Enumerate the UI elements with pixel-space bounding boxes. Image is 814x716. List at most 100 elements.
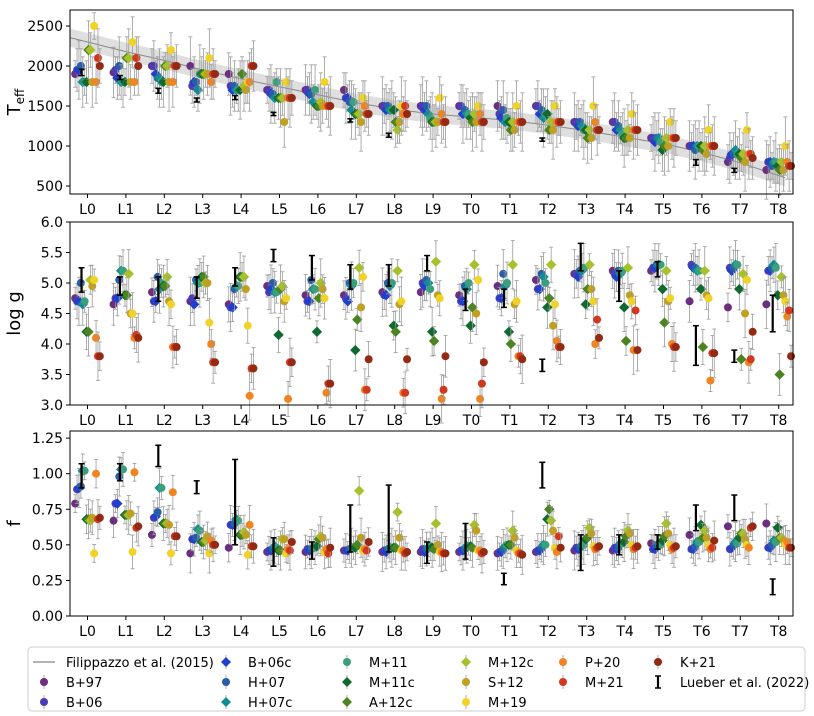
data-point bbox=[277, 280, 288, 292]
legend-label: H+07c bbox=[248, 696, 292, 711]
data-point bbox=[685, 297, 694, 306]
data-point bbox=[357, 118, 366, 126]
data-point bbox=[90, 22, 99, 30]
x-tick-label: T8 bbox=[769, 413, 787, 429]
data-point bbox=[149, 62, 158, 70]
data-point bbox=[620, 335, 632, 347]
data-point bbox=[503, 279, 512, 287]
data-point bbox=[287, 358, 296, 367]
legend-item-mp12c: M+12c bbox=[461, 655, 534, 671]
data-point bbox=[584, 259, 595, 270]
data-point bbox=[433, 540, 442, 549]
data-point bbox=[550, 300, 559, 309]
data-point bbox=[93, 54, 102, 62]
x-tick-label: T7 bbox=[731, 413, 749, 429]
lueber-errorbar bbox=[731, 167, 738, 174]
series-bp06c bbox=[73, 467, 776, 571]
data-point bbox=[205, 54, 214, 62]
legend-marker-icon bbox=[462, 698, 470, 706]
data-point bbox=[350, 344, 361, 356]
data-point bbox=[90, 549, 99, 558]
data-point bbox=[392, 265, 403, 277]
data-point bbox=[92, 469, 101, 478]
lueber-errorbar bbox=[347, 504, 354, 553]
lueber-errorbar bbox=[347, 118, 354, 123]
lueber-errorbar bbox=[500, 288, 507, 309]
data-point bbox=[92, 78, 101, 86]
lueber-errorbar bbox=[232, 94, 239, 101]
x-tick-label: L3 bbox=[194, 202, 211, 218]
data-point bbox=[401, 388, 410, 397]
data-point bbox=[80, 297, 89, 306]
lueber-errorbar bbox=[116, 74, 123, 81]
x-tick-label: L2 bbox=[156, 624, 173, 640]
data-point bbox=[134, 522, 143, 531]
data-point bbox=[130, 78, 139, 86]
lueber-errorbar bbox=[270, 111, 277, 117]
data-point bbox=[542, 302, 553, 313]
data-point bbox=[245, 391, 254, 400]
data-point bbox=[762, 519, 771, 528]
data-point bbox=[549, 321, 558, 330]
data-point bbox=[741, 158, 750, 166]
data-point bbox=[505, 338, 517, 350]
panel-log-g: 3.0 3.5 4.0 4.5 5.0 5.5 6.0 L0 L1 L2 L3 L4 L5 L6 L7 L8 L… bbox=[4, 215, 796, 429]
axes-frame bbox=[69, 221, 794, 406]
x-tick-label: L5 bbox=[271, 624, 288, 640]
data-point bbox=[320, 78, 329, 86]
x-tick-label: T6 bbox=[692, 202, 711, 218]
data-point bbox=[245, 520, 254, 529]
data-point bbox=[280, 535, 289, 544]
x-tick-label: L9 bbox=[425, 202, 442, 218]
data-point bbox=[362, 385, 371, 394]
data-point bbox=[380, 289, 392, 301]
x-tick-label: L6 bbox=[310, 202, 327, 218]
data-point bbox=[428, 335, 440, 347]
data-point bbox=[664, 142, 673, 150]
data-point bbox=[695, 283, 707, 295]
legend-label: B+06 bbox=[66, 696, 102, 711]
data-point bbox=[115, 62, 124, 70]
data-point bbox=[435, 94, 444, 102]
data-point bbox=[787, 352, 796, 361]
legend-label: A+12c bbox=[369, 696, 412, 711]
data-point bbox=[165, 520, 174, 529]
x-tick-label: T5 bbox=[654, 413, 672, 429]
y-tick-label: 5.5 bbox=[41, 246, 63, 262]
data-point bbox=[166, 300, 175, 309]
lueber-errorbar bbox=[692, 504, 699, 532]
data-point bbox=[392, 124, 403, 136]
x-tick-label: L9 bbox=[425, 413, 442, 429]
data-point bbox=[318, 285, 327, 294]
data-point bbox=[744, 543, 753, 552]
data-point bbox=[395, 533, 404, 542]
data-point bbox=[556, 118, 565, 126]
data-point bbox=[441, 118, 450, 126]
data-point bbox=[518, 550, 527, 559]
lueber-errorbar bbox=[270, 248, 277, 263]
x-tick-label: L7 bbox=[348, 413, 365, 429]
lueber-errorbar bbox=[78, 68, 85, 77]
legend-item-mp21: M+21 bbox=[559, 675, 624, 691]
y-tick-label: 3.0 bbox=[41, 398, 63, 414]
y-tick-label: 6.0 bbox=[41, 215, 63, 231]
data-point bbox=[109, 516, 118, 525]
data-point bbox=[633, 542, 642, 551]
lueber-errorbar bbox=[155, 276, 162, 303]
data-point bbox=[397, 297, 406, 306]
data-point bbox=[702, 150, 711, 158]
data-point bbox=[541, 540, 550, 549]
x-tick-label: L5 bbox=[271, 413, 288, 429]
legend-item-hp07c: H+07c bbox=[221, 695, 292, 711]
data-point bbox=[708, 543, 717, 552]
legend-label: M+11 bbox=[369, 656, 408, 671]
data-point bbox=[465, 320, 476, 331]
data-point bbox=[403, 547, 412, 556]
y-tick-label: 5.0 bbox=[41, 276, 63, 292]
legend-marker-icon bbox=[221, 657, 231, 667]
data-point bbox=[357, 303, 366, 312]
data-point bbox=[311, 285, 320, 294]
data-point bbox=[121, 289, 133, 301]
legend-item-kp21: K+21 bbox=[654, 655, 716, 671]
legend-marker-icon bbox=[461, 657, 471, 667]
